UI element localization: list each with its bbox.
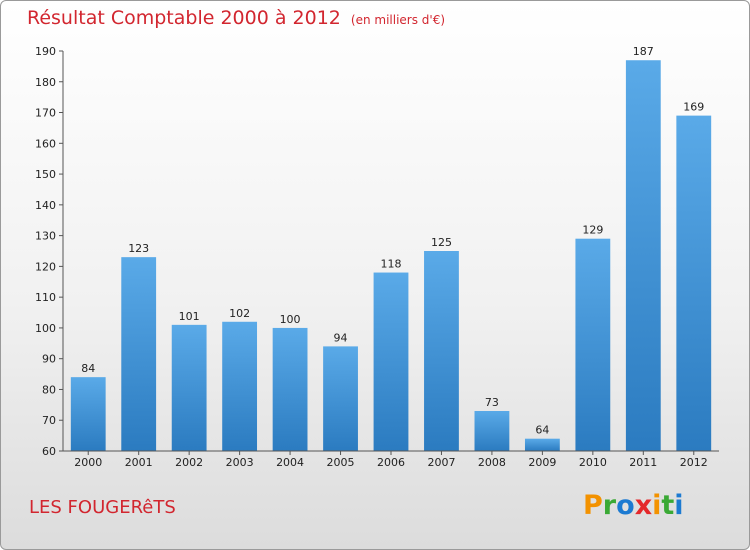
x-tick-label: 2005 xyxy=(327,456,355,469)
unit-label: (en milliers d'€) xyxy=(350,13,446,27)
commune-name: LES FOUGERêTS xyxy=(29,497,176,518)
y-tick-label: 190 xyxy=(35,45,56,58)
logo-letter: r xyxy=(602,490,617,521)
data-label: 100 xyxy=(280,313,301,326)
y-tick-label: 160 xyxy=(35,137,56,150)
x-tick-label: 2007 xyxy=(427,456,455,469)
x-tick-label: 2003 xyxy=(226,456,254,469)
data-label: 64 xyxy=(535,424,549,437)
y-tick-label: 130 xyxy=(35,230,56,243)
bar xyxy=(171,324,207,451)
y-axis: 60 70 80 90 100 110 120 130 140 150 160 170 180 190 xyxy=(35,45,64,458)
y-tick-label: 70 xyxy=(42,414,56,427)
y-tick-label: 140 xyxy=(35,199,56,212)
bar xyxy=(625,60,661,451)
data-label: 101 xyxy=(179,310,200,323)
data-label: 187 xyxy=(633,45,654,58)
logo-letter: o xyxy=(616,490,635,521)
bar xyxy=(424,251,459,451)
x-tick-label: 2009 xyxy=(528,456,556,469)
y-tick-label: 150 xyxy=(35,168,56,181)
bar xyxy=(272,327,308,451)
title-text: Résultat Comptable 2000 à 2012 xyxy=(27,7,341,29)
bar xyxy=(121,257,157,451)
bar xyxy=(676,115,712,451)
bars: 84 123 101 102 100 94 118 125 73 64 129 187 169 xyxy=(70,45,712,451)
x-axis: 2000 2001 2002 2003 2004 2005 2006 2007 2008 2009… xyxy=(63,450,719,469)
x-tick-label: 2006 xyxy=(377,456,405,469)
y-tick-label: 60 xyxy=(42,445,56,458)
data-label: 118 xyxy=(381,258,402,271)
data-label: 123 xyxy=(128,242,149,255)
data-label: 73 xyxy=(485,396,499,409)
y-tick-label: 120 xyxy=(35,260,56,273)
data-label: 84 xyxy=(81,362,95,375)
logo-letter: x xyxy=(634,490,653,521)
bar xyxy=(323,346,358,451)
y-tick-label: 110 xyxy=(35,291,56,304)
y-tick-label: 100 xyxy=(35,322,56,335)
data-label: 169 xyxy=(683,101,704,114)
logo-letter: P xyxy=(583,490,603,521)
y-tick-label: 170 xyxy=(35,107,56,120)
logo-letter: i xyxy=(652,490,662,521)
data-label: 125 xyxy=(431,236,452,249)
x-tick-label: 2010 xyxy=(579,456,607,469)
x-tick-label: 2001 xyxy=(125,456,153,469)
logo-letter: t xyxy=(661,490,675,521)
chart-title: Résultat Comptable 2000 à 2012 (en millie… xyxy=(27,7,445,29)
x-tick-label: 2004 xyxy=(276,456,304,469)
y-tick-label: 180 xyxy=(35,76,56,89)
bar xyxy=(70,377,106,451)
y-tick-label: 90 xyxy=(42,353,56,366)
x-tick-label: 2011 xyxy=(629,456,657,469)
x-tick-label: 2000 xyxy=(74,456,102,469)
y-tick-label: 80 xyxy=(42,383,56,396)
bar xyxy=(373,272,409,451)
x-tick-label: 2008 xyxy=(478,456,506,469)
bar xyxy=(575,238,611,451)
bar xyxy=(474,411,510,451)
bar xyxy=(222,321,258,451)
data-label: 129 xyxy=(582,224,603,237)
logo-letter: i xyxy=(674,490,684,521)
data-label: 94 xyxy=(334,331,348,344)
proxiti-logo: Proxiti xyxy=(583,490,684,521)
data-label: 102 xyxy=(229,307,250,320)
x-tick-label: 2002 xyxy=(175,456,203,469)
x-tick-label: 2012 xyxy=(680,456,708,469)
bar xyxy=(524,438,560,451)
